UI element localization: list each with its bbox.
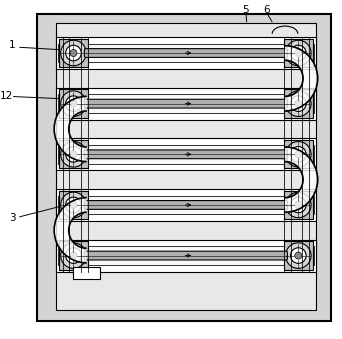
Bar — [284, 89, 313, 118]
FancyBboxPatch shape — [84, 48, 288, 57]
Bar — [59, 140, 88, 168]
Bar — [56, 240, 316, 272]
FancyBboxPatch shape — [84, 99, 288, 108]
Bar — [59, 241, 88, 270]
Polygon shape — [285, 46, 318, 111]
Circle shape — [286, 40, 311, 66]
Bar — [59, 39, 88, 67]
Bar — [56, 189, 316, 221]
FancyBboxPatch shape — [84, 150, 288, 159]
Circle shape — [290, 45, 306, 61]
Bar — [284, 241, 313, 270]
Bar — [57, 196, 314, 214]
Circle shape — [61, 142, 86, 167]
Polygon shape — [54, 96, 87, 162]
Bar — [57, 44, 314, 62]
Text: 12: 12 — [0, 91, 13, 101]
Bar — [284, 39, 313, 67]
Bar — [57, 246, 314, 265]
Circle shape — [61, 40, 86, 66]
Bar — [284, 191, 313, 219]
Circle shape — [61, 192, 86, 218]
Bar — [284, 140, 313, 168]
Circle shape — [70, 151, 77, 158]
Bar — [56, 138, 316, 170]
Circle shape — [290, 96, 306, 112]
Bar — [57, 145, 314, 164]
Circle shape — [295, 49, 302, 57]
Polygon shape — [54, 198, 87, 263]
Circle shape — [61, 91, 86, 116]
Bar — [59, 191, 88, 219]
Bar — [59, 89, 88, 118]
Circle shape — [290, 248, 306, 263]
Text: 5: 5 — [243, 5, 249, 15]
Text: 1: 1 — [9, 40, 15, 50]
Circle shape — [295, 252, 302, 259]
Circle shape — [286, 192, 311, 218]
Circle shape — [66, 197, 81, 213]
Text: 3: 3 — [9, 214, 15, 223]
Circle shape — [70, 201, 77, 208]
Circle shape — [70, 100, 77, 107]
Circle shape — [286, 142, 311, 167]
Bar — [73, 267, 100, 279]
Circle shape — [70, 252, 77, 259]
Bar — [37, 14, 331, 321]
Bar — [56, 37, 316, 69]
Circle shape — [66, 96, 81, 112]
Bar — [57, 94, 314, 113]
Circle shape — [66, 248, 81, 263]
Circle shape — [286, 91, 311, 116]
Bar — [56, 87, 316, 120]
FancyBboxPatch shape — [84, 251, 288, 260]
Circle shape — [295, 151, 302, 158]
Bar — [56, 23, 316, 310]
Circle shape — [66, 146, 81, 162]
Circle shape — [70, 49, 77, 57]
Circle shape — [290, 146, 306, 162]
Circle shape — [66, 45, 81, 61]
Polygon shape — [285, 147, 318, 212]
Circle shape — [61, 243, 86, 268]
FancyBboxPatch shape — [84, 201, 288, 210]
Text: 6: 6 — [264, 5, 270, 15]
Circle shape — [286, 243, 311, 268]
Circle shape — [295, 201, 302, 208]
Circle shape — [295, 100, 302, 107]
Circle shape — [290, 197, 306, 213]
